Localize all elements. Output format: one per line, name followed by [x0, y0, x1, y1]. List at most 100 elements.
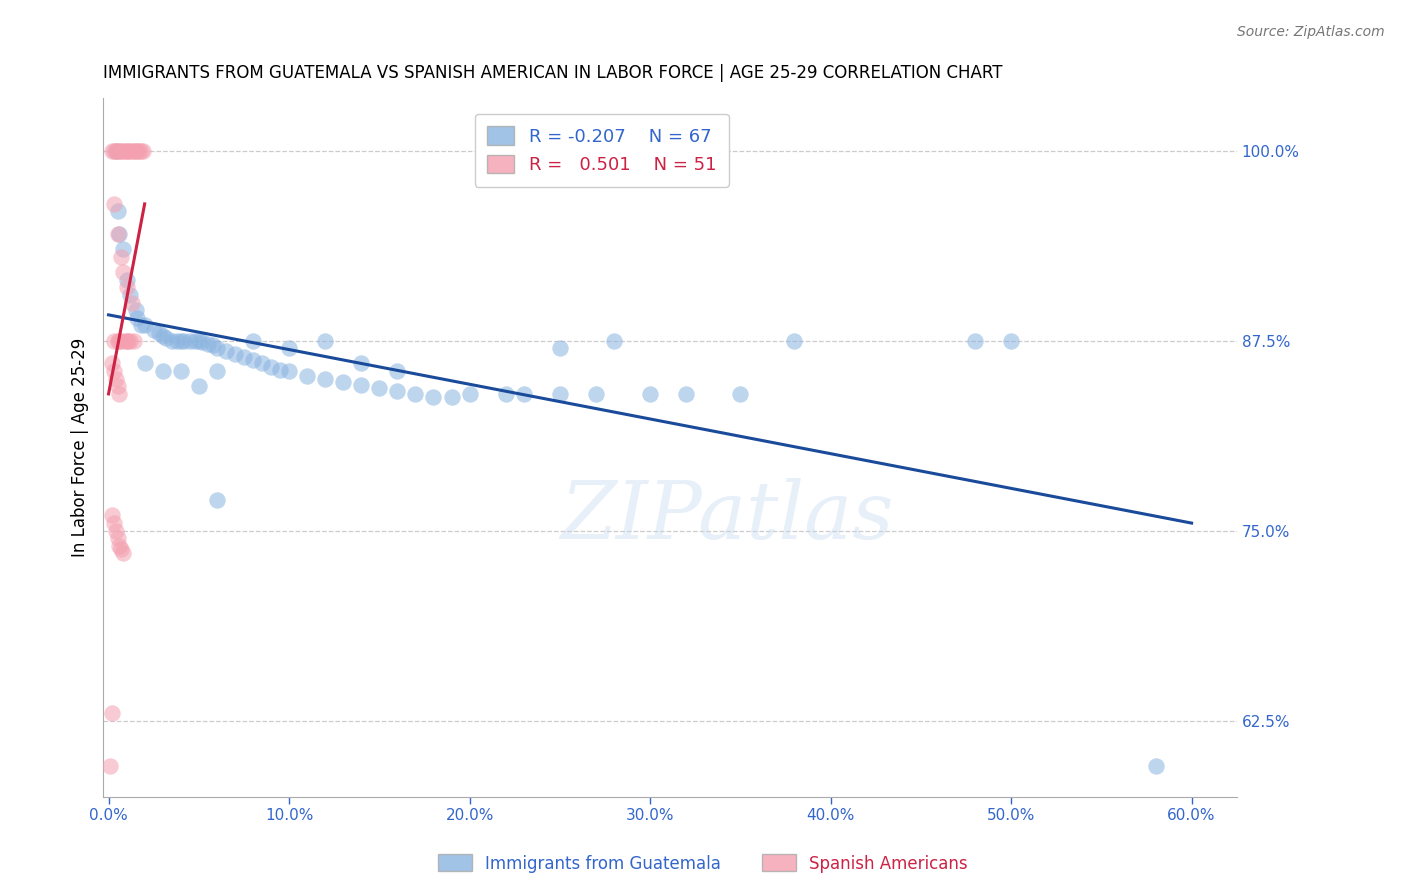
Point [121, 295, 143, 310]
Point [103, 197, 125, 211]
Point [108, 227, 131, 242]
Point [205, 341, 228, 355]
Point [184, 334, 207, 348]
Point [120, 843, 142, 857]
Point [114, 144, 136, 158]
Point [269, 362, 291, 376]
Point [127, 144, 149, 158]
Point [152, 364, 174, 378]
Point [117, 334, 139, 348]
Text: Source: ZipAtlas.com: Source: ZipAtlas.com [1237, 25, 1385, 39]
Point [115, 280, 138, 294]
Point [278, 341, 301, 355]
Text: IMMIGRANTS FROM GUATEMALA VS SPANISH AMERICAN IN LABOR FORCE | AGE 25-29 CORRELA: IMMIGRANTS FROM GUATEMALA VS SPANISH AME… [103, 64, 1002, 82]
Point [103, 144, 125, 158]
Point [107, 204, 129, 219]
Point [124, 303, 146, 318]
Point [160, 334, 183, 348]
Point [120, 288, 142, 302]
Point [134, 357, 156, 371]
Point [110, 144, 132, 158]
Legend: Immigrants from Guatemala, Spanish Americans: Immigrants from Guatemala, Spanish Ameri… [432, 847, 974, 880]
Point [197, 336, 219, 351]
Point [127, 310, 149, 325]
Point [152, 329, 174, 343]
Point [314, 334, 336, 348]
Point [148, 326, 170, 340]
Point [124, 144, 146, 158]
Point [122, 334, 145, 348]
Point [202, 338, 225, 352]
Point [108, 387, 131, 401]
Point [107, 227, 129, 242]
Point [205, 364, 228, 378]
Point [422, 390, 444, 404]
Point [117, 144, 139, 158]
Point [111, 144, 134, 158]
Point [110, 334, 132, 348]
Point [110, 250, 132, 264]
Point [107, 531, 129, 545]
Point [98, 759, 121, 773]
Point [332, 375, 354, 389]
Point [120, 144, 142, 158]
Point [155, 331, 177, 345]
Point [104, 144, 127, 158]
Point [115, 144, 138, 158]
Point [115, 334, 138, 348]
Point [187, 334, 209, 348]
Legend: R = -0.207    N = 67, R =   0.501    N = 51: R = -0.207 N = 67, R = 0.501 N = 51 [475, 113, 730, 186]
Point [104, 372, 127, 386]
Point [142, 323, 165, 337]
Point [103, 516, 125, 530]
Point [129, 144, 152, 158]
Point [387, 384, 409, 398]
Point [111, 243, 134, 257]
Point [205, 493, 228, 508]
Point [101, 144, 124, 158]
Point [1000, 334, 1022, 348]
Point [104, 524, 127, 538]
Point [548, 341, 571, 355]
Point [103, 364, 125, 378]
Point [115, 273, 138, 287]
Point [1144, 759, 1167, 773]
Point [108, 334, 131, 348]
Point [107, 334, 129, 348]
Point [242, 353, 264, 368]
Point [368, 381, 391, 395]
Point [114, 334, 136, 348]
Point [215, 344, 238, 359]
Point [170, 364, 193, 378]
Point [224, 347, 246, 361]
Point [730, 387, 752, 401]
Point [314, 372, 336, 386]
Point [250, 357, 273, 371]
Point [170, 334, 193, 348]
Point [179, 334, 201, 348]
Point [108, 144, 131, 158]
Point [232, 351, 254, 365]
Point [350, 377, 373, 392]
Point [963, 334, 986, 348]
Point [278, 364, 301, 378]
Point [101, 706, 124, 720]
Text: ZIPatlas: ZIPatlas [560, 478, 893, 556]
Point [132, 144, 155, 158]
Point [187, 379, 209, 393]
Point [495, 387, 517, 401]
Point [107, 379, 129, 393]
Y-axis label: In Labor Force | Age 25-29: In Labor Force | Age 25-29 [72, 337, 89, 557]
Point [107, 144, 129, 158]
Point [108, 539, 131, 553]
Point [387, 364, 409, 378]
Point [440, 390, 463, 404]
Point [166, 334, 188, 348]
Point [134, 318, 156, 333]
Point [173, 334, 195, 348]
Point [242, 334, 264, 348]
Point [128, 144, 150, 158]
Point [548, 387, 571, 401]
Point [110, 541, 132, 556]
Point [512, 387, 534, 401]
